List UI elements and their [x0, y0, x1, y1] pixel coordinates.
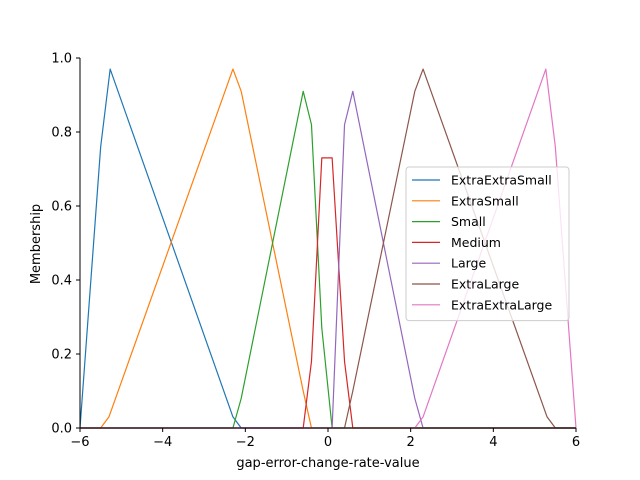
- ticks: −6 −4 −2 0 2 4 6 0.0 0.2 0.4 0.6 0.8 1.0: [51, 52, 580, 451]
- series-line-medium: [80, 157, 576, 429]
- y-tick-label: 0.8: [51, 126, 72, 141]
- legend-label: ExtraSmall: [451, 193, 519, 208]
- legend-box: [405, 166, 570, 322]
- y-tick-label: 0.0: [51, 422, 72, 437]
- series-line-small: [80, 90, 576, 429]
- y-tick-label: 0.6: [51, 200, 72, 215]
- y-axis-label: Membership: [29, 204, 44, 284]
- x-tick-label: 6: [572, 435, 580, 450]
- y-tick-label: 1.0: [51, 52, 72, 67]
- y-tick-label: 0.4: [51, 274, 72, 289]
- legend-label: ExtraExtraLarge: [451, 297, 552, 312]
- series-line-extralarge: [80, 68, 576, 429]
- x-tick-label: −2: [236, 435, 255, 450]
- legend-label: Large: [451, 256, 486, 271]
- legend: ExtraExtraSmall ExtraSmall Small Medium Larg…: [405, 166, 570, 322]
- x-tick-label: −6: [70, 435, 89, 450]
- legend-label: ExtraExtraSmall: [451, 173, 552, 188]
- legend-label: ExtraLarge: [451, 277, 519, 292]
- y-tick-label: 0.2: [51, 348, 72, 363]
- x-tick-label: −4: [153, 435, 172, 450]
- legend-label: Medium: [451, 235, 501, 250]
- x-tick-label: 0: [324, 435, 332, 450]
- x-tick-label: 4: [489, 435, 497, 450]
- x-axis-label: gap-error-change-rate-value: [236, 456, 419, 471]
- legend-label: Small: [451, 214, 486, 229]
- series-line-extrasmall: [80, 68, 576, 429]
- x-tick-label: 2: [407, 435, 415, 450]
